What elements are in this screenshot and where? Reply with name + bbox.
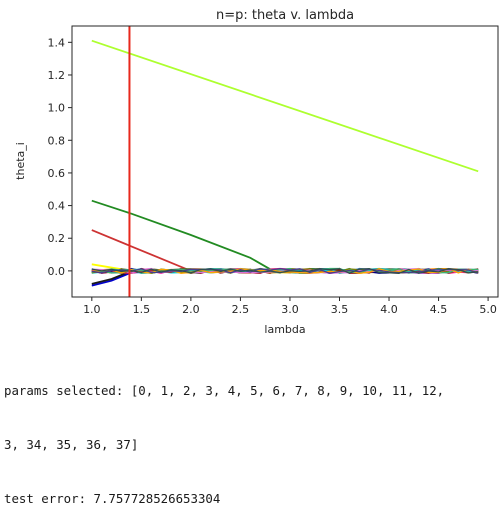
x-tick-label: 2.0	[182, 303, 200, 316]
noise-layer	[91, 267, 479, 274]
y-tick-label: 0.4	[48, 200, 66, 213]
y-tick-label: 1.0	[48, 102, 66, 115]
plot-background	[72, 26, 498, 297]
x-tick-label: 3.0	[281, 303, 299, 316]
x-tick-label: 5.0	[479, 303, 497, 316]
theta-series-line	[91, 39, 479, 173]
x-tick-label: 4.0	[380, 303, 398, 316]
x-tick-label: 1.0	[83, 303, 101, 316]
x-axis: 1.0 1.5 2.0 2.5 3.0 3.5 4.0 4.5 5.0	[83, 297, 497, 316]
x-tick-label: 2.5	[232, 303, 250, 316]
noise-coefficient-line	[91, 267, 479, 274]
y-tick-label: 0.0	[48, 265, 66, 278]
noise-coefficient-line	[91, 267, 479, 274]
x-tick-label: 1.5	[133, 303, 151, 316]
cell-output: params selected: [0, 1, 2, 3, 4, 5, 6, 7…	[4, 346, 502, 526]
y-axis: 0.0 0.2 0.4 0.6 0.8 1.0 1.2 1.4	[48, 36, 72, 278]
plot-frame	[71, 25, 499, 298]
y-tick-label: 1.4	[48, 36, 66, 49]
x-tick-label: 3.5	[331, 303, 349, 316]
x-axis-label: lambda	[264, 323, 305, 336]
y-axis-label: theta_i	[14, 142, 27, 180]
y-tick-label: 0.6	[48, 167, 66, 180]
output-line-params-cont: 3, 34, 35, 36, 37]	[4, 437, 139, 452]
y-tick-label: 0.8	[48, 134, 66, 147]
chart: n=p: theta v. lambda 1.0 1.5 2.0 2.5 3.0 3.5 4…	[14, 8, 499, 336]
chart-title: n=p: theta v. lambda	[216, 8, 354, 23]
output-line-test-error: test error: 7.757728526653304	[4, 491, 221, 506]
y-tick-label: 1.2	[48, 69, 66, 82]
x-tick-label: 4.5	[430, 303, 448, 316]
output-line-params: params selected: [0, 1, 2, 3, 4, 5, 6, 7…	[4, 383, 445, 398]
y-tick-label: 0.2	[48, 232, 66, 245]
